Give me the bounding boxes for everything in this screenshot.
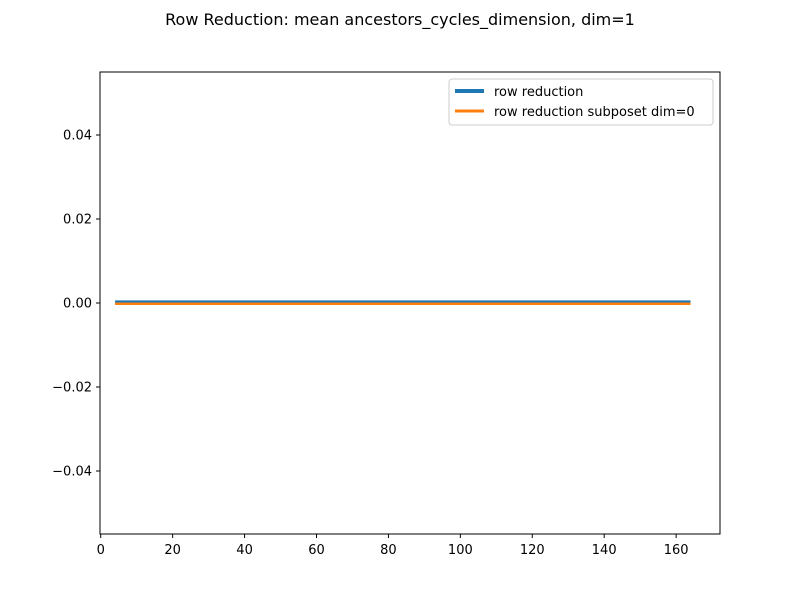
legend-label-row-reduction-subposet: row reduction subposet dim=0 (494, 105, 695, 120)
x-tick-label: 0 (97, 543, 105, 558)
legend: row reduction row reduction subposet dim… (448, 78, 714, 126)
legend-label-row-reduction: row reduction (494, 85, 583, 100)
plot-area-frame (99, 71, 721, 535)
x-tick-label: 20 (164, 543, 181, 558)
chart-title: Row Reduction: mean ancestors_cycles_dim… (165, 10, 635, 30)
x-tick-label: 80 (380, 543, 397, 558)
y-tick-label: 0.04 (63, 129, 92, 144)
x-axis-ticks: 0 20 40 60 80 100 120 140 160 (97, 534, 689, 558)
y-tick-label: −0.02 (52, 381, 92, 396)
x-tick-label: 160 (664, 543, 689, 558)
x-tick-label: 40 (236, 543, 253, 558)
y-axis-ticks: 0.04 0.02 0.00 −0.02 −0.04 (52, 129, 100, 480)
y-tick-label: 0.00 (63, 297, 92, 312)
series-lines (115, 300, 691, 306)
x-tick-label: 140 (592, 543, 617, 558)
y-tick-label: −0.04 (52, 465, 92, 480)
x-tick-label: 120 (520, 543, 545, 558)
legend-frame (448, 78, 714, 126)
y-tick-label: 0.02 (63, 213, 92, 228)
x-tick-label: 100 (448, 543, 473, 558)
x-tick-label: 60 (308, 543, 325, 558)
